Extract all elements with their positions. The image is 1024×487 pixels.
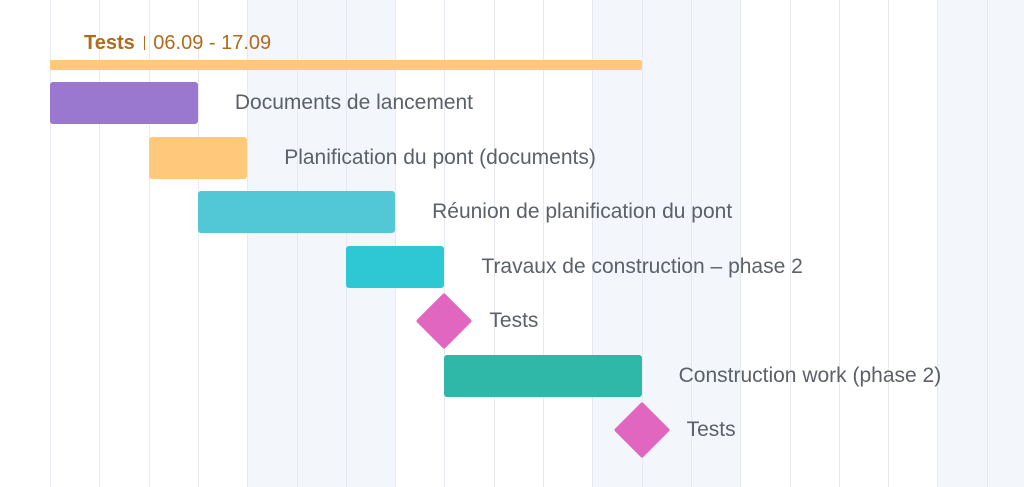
summary-title: Tests: [84, 32, 135, 54]
grid-line: [198, 0, 199, 487]
task-label: Réunion de planification du pont: [432, 200, 733, 223]
grid-line: [691, 0, 692, 487]
summary-separator: [143, 36, 146, 50]
grid-line: [494, 0, 495, 487]
task-bar[interactable]: [444, 354, 642, 397]
task-label: Construction work (phase 2): [678, 363, 942, 387]
task-bar[interactable]: [148, 136, 248, 179]
task-label: Documents de lancement: [234, 91, 474, 114]
weekend-band: [592, 0, 741, 487]
grid-line: [888, 0, 889, 487]
summary-bar[interactable]: [50, 60, 642, 70]
grid-line: [592, 0, 593, 487]
grid-line: [543, 0, 544, 487]
grid-line: [937, 0, 938, 487]
grid-line: [444, 0, 445, 487]
grid-line: [395, 0, 396, 487]
task-bar[interactable]: [197, 191, 396, 233]
grid-line: [99, 0, 100, 487]
grid-line: [50, 0, 51, 487]
summary-header: Tests 06.09 - 17.09: [84, 30, 271, 56]
task-label: Travaux de construction – phase 2: [481, 254, 803, 278]
grid-line: [740, 0, 741, 487]
summary-dates: 06.09 - 17.09: [153, 32, 272, 54]
grid-line: [987, 0, 988, 487]
task-label: Tests: [686, 418, 736, 441]
task-bar[interactable]: [50, 82, 198, 124]
grid-line: [642, 0, 643, 487]
grid-line: [790, 0, 791, 487]
grid-line: [839, 0, 840, 487]
grid-line: [297, 0, 298, 487]
milestone-diamond[interactable]: [416, 292, 473, 350]
task-label: Planification du pont (documents): [284, 145, 596, 169]
weekend-band: [247, 0, 396, 487]
grid-line: [346, 0, 347, 487]
task-label: Tests: [489, 309, 539, 332]
grid-line: [149, 0, 150, 487]
weekend-band: [937, 0, 1024, 487]
task-bar[interactable]: [345, 245, 445, 288]
grid-line: [247, 0, 248, 487]
